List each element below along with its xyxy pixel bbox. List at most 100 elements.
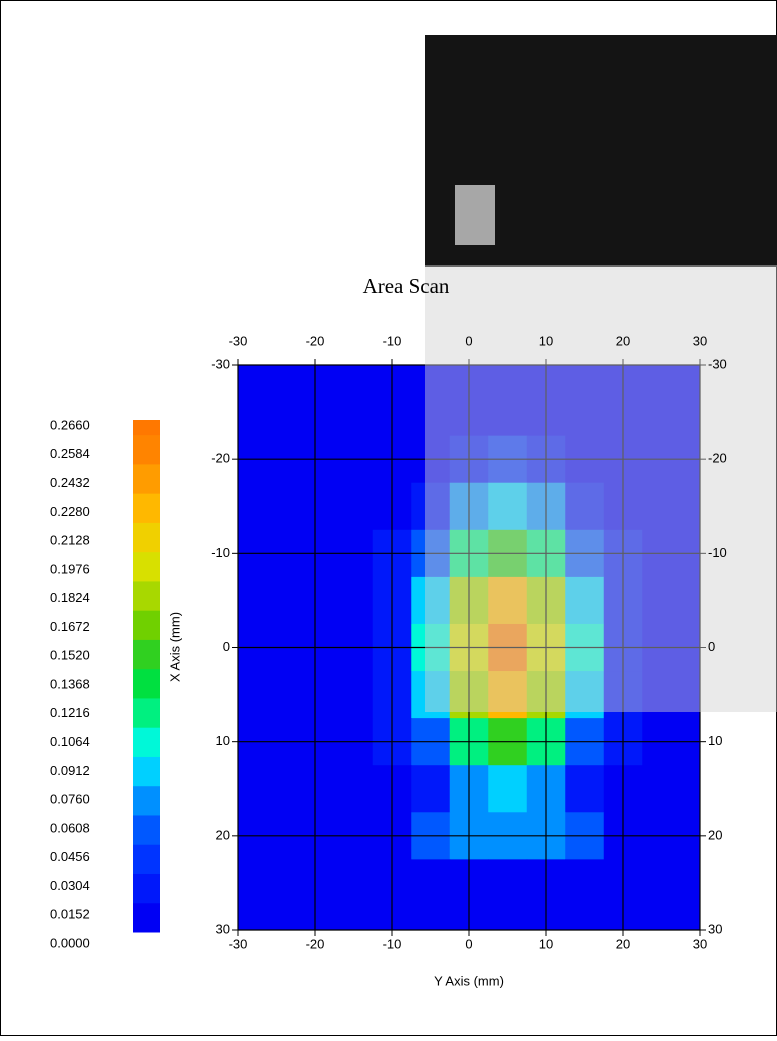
- colorbar-label: 0.2432: [50, 475, 90, 490]
- heat-cell: [238, 576, 258, 625]
- heat-cell: [334, 482, 374, 531]
- heat-cell: [411, 482, 451, 531]
- heat-cell: [488, 906, 528, 930]
- y-axis-label: X Axis (mm): [167, 612, 182, 682]
- colorbar-band: [133, 493, 160, 523]
- colorbar-label: 0.2660: [50, 417, 90, 432]
- colorbar-band: [133, 610, 160, 640]
- colorbar-band: [133, 580, 160, 611]
- heat-cell: [488, 482, 528, 531]
- heat-cell: [488, 365, 528, 390]
- plot-border: [237, 364, 701, 931]
- colorbar-band: [133, 668, 160, 699]
- heat-cell: [565, 671, 605, 719]
- colorbar-label: 0.0608: [50, 820, 90, 835]
- heat-cell: [642, 365, 682, 390]
- x-tick-label: -20: [306, 333, 325, 348]
- heat-cell: [334, 365, 374, 390]
- y-tick-label: 20: [216, 827, 230, 842]
- x-tick-label: 30: [693, 333, 707, 348]
- chart-title: Area Scan: [363, 274, 450, 298]
- heat-cell: [642, 388, 682, 437]
- colorbar-band: [133, 420, 160, 436]
- colorbar-band: [133, 522, 160, 553]
- heat-cell: [238, 671, 258, 719]
- heat-cell: [642, 906, 682, 930]
- heat-cell: [334, 388, 374, 437]
- heat-cell: [565, 388, 605, 437]
- colorbar-band: [133, 902, 160, 933]
- colorbar-label: 0.0304: [50, 878, 90, 893]
- heat-cell: [411, 388, 451, 437]
- heat-cell: [411, 576, 451, 625]
- heat-cell: [257, 765, 297, 813]
- heat-cell: [680, 906, 700, 930]
- colorbar-label: 0.0456: [50, 849, 90, 864]
- x-tick-label: -10: [383, 333, 402, 348]
- x-tick-label: 20: [616, 333, 630, 348]
- y-tick-label: 0: [223, 639, 230, 654]
- x-tick-label: 20: [616, 936, 630, 951]
- heat-cell: [257, 576, 297, 625]
- colorbar-label: 0.1976: [50, 561, 90, 576]
- colorbar-band: [133, 873, 160, 904]
- colorbar-label: 0.1824: [50, 590, 90, 605]
- heat-cell: [257, 906, 297, 930]
- colorbar-label: 0.1520: [50, 648, 90, 663]
- colorbar-label: 0.2128: [50, 533, 90, 548]
- heat-cell: [680, 765, 700, 813]
- y-tick-label: -10: [211, 545, 230, 560]
- heat-cell: [334, 576, 374, 625]
- y-tick-label: 10: [216, 733, 230, 748]
- colorbar-label: 0.0000: [50, 935, 90, 950]
- colorbar-band: [133, 639, 160, 670]
- colorbar-band: [133, 756, 160, 787]
- colorbar-band: [133, 727, 160, 757]
- colorbar-label: 0.2584: [50, 446, 90, 461]
- x-tick-label: -20: [306, 936, 325, 951]
- heat-cell: [411, 906, 451, 930]
- colorbar-label: 0.1672: [50, 619, 90, 634]
- heat-cell: [257, 671, 297, 719]
- x-tick-label: -10: [383, 936, 402, 951]
- heat-cell: [565, 365, 605, 390]
- heat-cell: [488, 388, 528, 437]
- x-tick-label: 0: [465, 936, 472, 951]
- heat-cell: [565, 906, 605, 930]
- y-tick-label: 0: [708, 639, 715, 654]
- heat-cell: [680, 388, 700, 437]
- heat-cell: [680, 671, 700, 719]
- colorbar-band: [133, 463, 160, 494]
- heat-cell: [238, 906, 258, 930]
- y-tick-label: -20: [211, 451, 230, 466]
- heat-cell: [411, 859, 451, 907]
- heat-cell: [334, 671, 374, 719]
- y-tick-label: -10: [708, 545, 727, 560]
- heat-cell: [642, 576, 682, 625]
- heat-cell: [642, 671, 682, 719]
- photo-overlay: [425, 265, 777, 712]
- y-tick-label: -30: [211, 356, 230, 371]
- y-tick-label: -30: [708, 356, 727, 371]
- colorbar-label: 0.0152: [50, 907, 90, 922]
- colorbar-band: [133, 697, 160, 728]
- heat-cell: [642, 765, 682, 813]
- x-tick-label: 0: [465, 333, 472, 348]
- x-axis-label: Y Axis (mm): [434, 973, 504, 988]
- heat-cell: [257, 388, 297, 437]
- heat-cell: [680, 365, 700, 390]
- colorbar-band: [133, 434, 160, 465]
- colorbar-label: 0.0912: [50, 763, 90, 778]
- y-tick-label: 10: [708, 733, 722, 748]
- heat-cell: [488, 671, 528, 719]
- colorbar-label: 0.2280: [50, 504, 90, 519]
- y-tick-label: 30: [216, 921, 230, 936]
- heat-cell: [565, 482, 605, 531]
- heat-cell: [334, 859, 374, 907]
- heat-cell: [238, 388, 258, 437]
- heat-cell: [238, 765, 258, 813]
- heat-cell: [411, 671, 451, 719]
- colorbar-band: [133, 785, 160, 816]
- heat-cell: [411, 365, 451, 390]
